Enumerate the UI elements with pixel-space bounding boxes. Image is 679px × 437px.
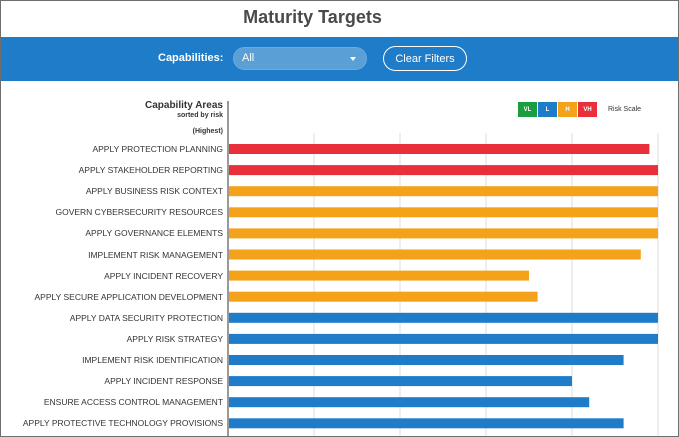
bar[interactable] bbox=[229, 228, 658, 239]
chevron-down-icon bbox=[350, 57, 356, 61]
capabilities-label: Capabilities: bbox=[158, 52, 224, 64]
bar[interactable] bbox=[229, 270, 529, 281]
chart-subtitle: sorted by risk bbox=[177, 112, 223, 119]
legend-h-label: H bbox=[565, 106, 570, 113]
chart-title: Capability Areas bbox=[145, 100, 223, 111]
bar[interactable] bbox=[229, 312, 658, 323]
clear-filters-button[interactable]: Clear Filters bbox=[383, 46, 467, 71]
capabilities-select[interactable]: All bbox=[233, 47, 367, 70]
bar[interactable] bbox=[229, 418, 624, 429]
filter-toolbar: Capabilities: All Clear Filters bbox=[1, 37, 678, 81]
category-label: APPLY PROTECTION PLANNING bbox=[92, 144, 223, 154]
legend-h: H bbox=[558, 102, 577, 117]
bar[interactable] bbox=[229, 186, 658, 197]
risk-legend: VL L H VH Risk Scale bbox=[518, 102, 641, 117]
capabilities-select-value: All bbox=[242, 52, 255, 64]
category-label: IMPLEMENT RISK MANAGEMENT bbox=[88, 249, 223, 260]
bar[interactable] bbox=[229, 165, 658, 176]
bar-chart bbox=[227, 101, 659, 436]
category-label: APPLY PROTECTIVE TECHNOLOGY PROVISIONS bbox=[22, 418, 223, 429]
bar[interactable] bbox=[229, 355, 624, 365]
legend-vh-label: VH bbox=[583, 106, 592, 113]
legend-vl: VL bbox=[518, 102, 537, 117]
category-label: APPLY GOVERNANCE ELEMENTS bbox=[85, 228, 223, 239]
bar[interactable] bbox=[229, 144, 650, 154]
bar[interactable] bbox=[229, 207, 658, 218]
page-title: Maturity Targets bbox=[243, 7, 382, 27]
chart-order-note: (Highest) bbox=[192, 128, 223, 135]
bar[interactable] bbox=[229, 376, 572, 387]
category-label: APPLY SECURE APPLICATION DEVELOPMENT bbox=[34, 291, 223, 302]
category-label: IMPLEMENT RISK IDENTIFICATION bbox=[82, 355, 223, 365]
category-label: APPLY RISK STRATEGY bbox=[126, 333, 223, 344]
bar[interactable] bbox=[229, 397, 590, 408]
bar[interactable] bbox=[229, 333, 658, 344]
category-label: APPLY BUSINESS RISK CONTEXT bbox=[85, 186, 223, 197]
legend-l: L bbox=[538, 102, 557, 117]
category-labels: APPLY PROTECTION PLANNING APPLY STAKEHOLD… bbox=[1, 81, 223, 436]
category-label: APPLY INCIDENT RECOVERY bbox=[104, 270, 223, 281]
legend-title: Risk Scale bbox=[608, 106, 642, 113]
legend-l-label: L bbox=[545, 106, 550, 113]
bar[interactable] bbox=[229, 291, 538, 302]
category-label: APPLY STAKEHOLDER REPORTING bbox=[78, 165, 223, 176]
legend-vl-label: VL bbox=[523, 106, 532, 113]
legend-vh: VH bbox=[578, 102, 597, 117]
chart-panel: Capability Areas sorted by risk (Highest… bbox=[1, 81, 678, 436]
category-label: ENSURE ACCESS CONTROL MANAGEMENT bbox=[43, 397, 223, 408]
bar[interactable] bbox=[229, 249, 641, 260]
category-label: APPLY DATA SECURITY PROTECTION bbox=[69, 312, 223, 323]
category-label: APPLY INCIDENT RESPONSE bbox=[104, 376, 223, 387]
category-label: GOVERN CYBERSECURITY RESOURCES bbox=[55, 207, 223, 218]
